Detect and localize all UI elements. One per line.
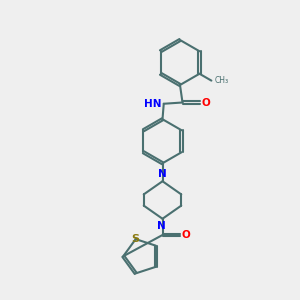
Text: N: N [158, 169, 167, 179]
Text: HN: HN [144, 99, 162, 109]
Text: N: N [157, 221, 166, 231]
Text: CH₃: CH₃ [214, 76, 229, 85]
Text: O: O [201, 98, 210, 107]
Text: S: S [132, 234, 140, 244]
Text: O: O [181, 230, 190, 240]
